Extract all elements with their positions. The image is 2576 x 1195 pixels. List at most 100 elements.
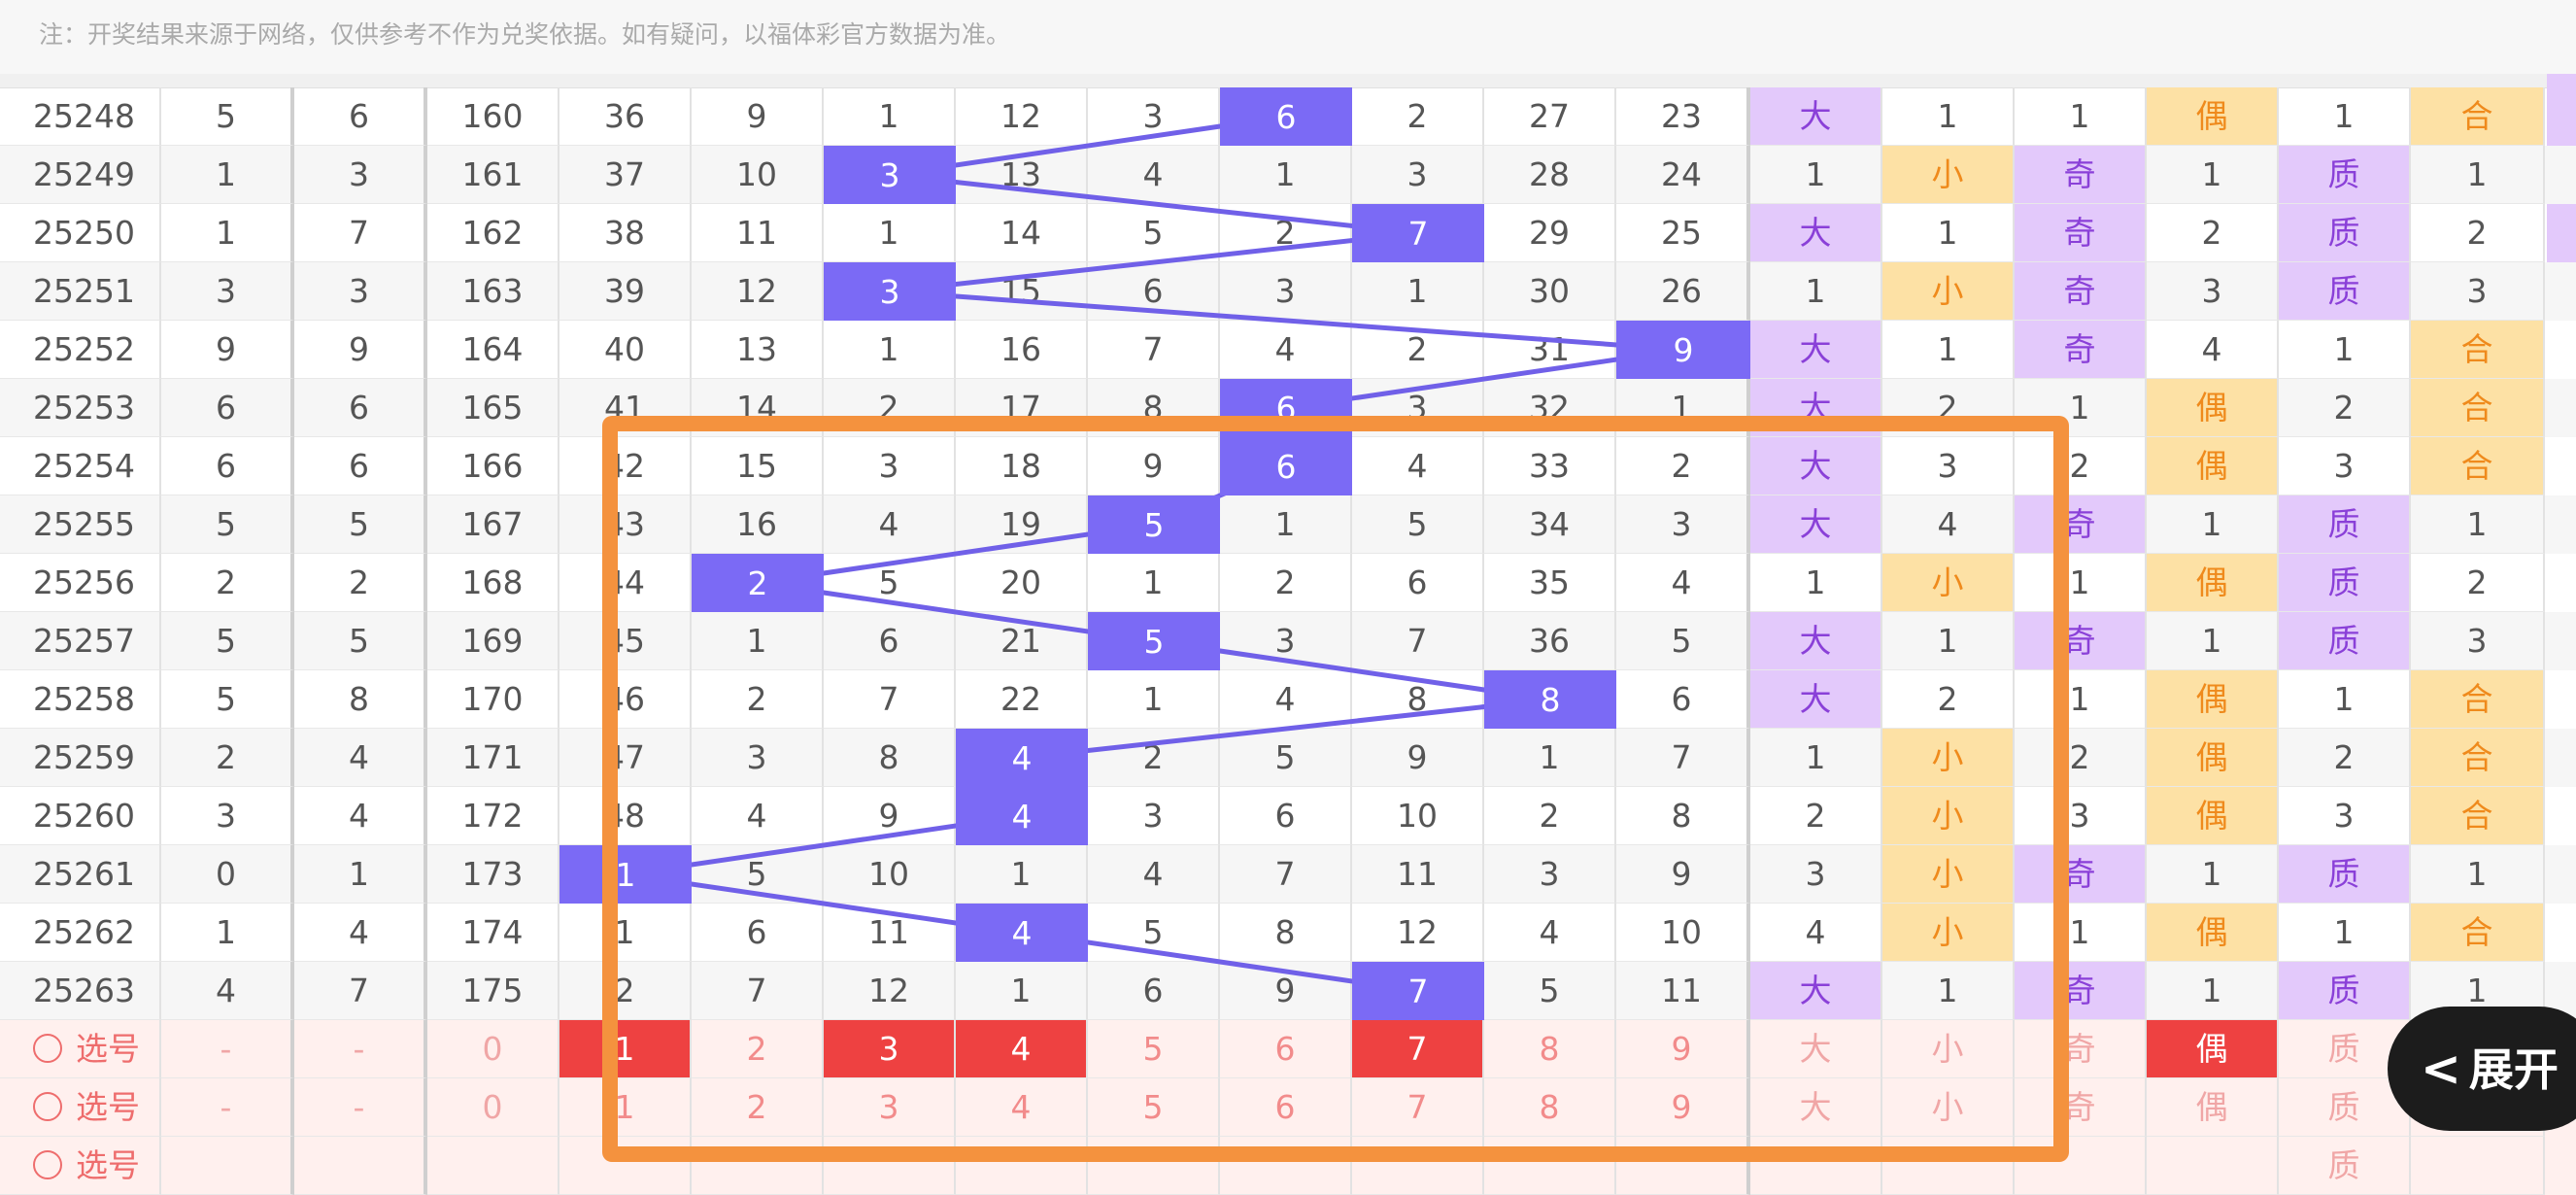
select-number-button[interactable]: 3 [824, 1020, 956, 1078]
select-number-button[interactable]: 8 [1484, 1078, 1616, 1137]
miss-value-cell: 8 [824, 729, 956, 787]
select-number-button[interactable]: 1 [559, 1078, 692, 1137]
miss-value-cell: 8 [1088, 379, 1220, 437]
select-number-button[interactable] [1352, 1137, 1484, 1195]
stat-cell: 1 [2147, 962, 2279, 1020]
select-stat-button[interactable]: 小 [1882, 1078, 2015, 1137]
miss-value-cell: 9 [692, 87, 824, 146]
stat-cell: 1 [2279, 321, 2411, 379]
hit-number-cell: 7 [1352, 204, 1484, 262]
select-number-button[interactable]: 2 [692, 1078, 824, 1137]
select-label-cell[interactable]: 选号 [0, 1078, 161, 1137]
select-stat-button[interactable]: 奇 [2015, 1078, 2147, 1137]
miss-count-cell: 174 [427, 904, 559, 962]
select-number-button[interactable] [956, 1137, 1088, 1195]
select-number-button[interactable]: 4 [956, 1078, 1088, 1137]
miss-value-cell: 1 [1484, 729, 1616, 787]
select-stat-button[interactable]: 质 [2279, 1137, 2411, 1195]
select-number-button[interactable] [692, 1137, 824, 1195]
select-number-button[interactable] [1220, 1137, 1352, 1195]
select-number-button[interactable] [1616, 1137, 1750, 1195]
select-number-button[interactable]: 6 [1220, 1020, 1352, 1078]
stat-cell: 3 [2411, 262, 2545, 321]
select-number-button[interactable]: 2 [692, 1020, 824, 1078]
select-stat-button[interactable]: 小 [1882, 1020, 2015, 1078]
miss-value-cell: 42 [559, 437, 692, 495]
select-dash-cell [294, 1137, 427, 1195]
tail-cell: 7 [294, 962, 427, 1020]
miss-value-cell: 4 [1484, 904, 1616, 962]
select-stat-button[interactable] [2147, 1137, 2279, 1195]
miss-value-cell: 5 [692, 845, 824, 904]
select-number-button[interactable]: 5 [1088, 1020, 1220, 1078]
select-stat-button[interactable]: 大 [1750, 1078, 1882, 1137]
select-number-button[interactable]: 5 [1088, 1078, 1220, 1137]
sum-tail-cell: 1 [161, 146, 294, 204]
select-row[interactable]: 选号 质 [0, 1137, 2576, 1195]
miss-value-cell: 7 [692, 962, 824, 1020]
stat-cell: 1 [2411, 845, 2545, 904]
sum-tail-cell: 3 [161, 787, 294, 845]
miss-value-cell: 6 [1088, 962, 1220, 1020]
miss-count-cell: 169 [427, 612, 559, 670]
select-number-button[interactable]: 3 [824, 1078, 956, 1137]
table-row: 25262 1 4 174 1 6 11 4 5 8 12 4 10 4 小 1 偶 1 合 [0, 904, 2576, 962]
select-number-button[interactable]: 7 [1352, 1020, 1484, 1078]
stat-cell: 2 [1882, 670, 2015, 729]
miss-value-cell: 29 [1484, 204, 1616, 262]
select-row[interactable]: 选号 - -0 1 2 3 4 5 6 7 8 9 大小奇偶质 [0, 1078, 2576, 1137]
miss-value-cell: 12 [824, 962, 956, 1020]
radio-circle-icon[interactable] [33, 1091, 62, 1121]
select-number-button[interactable] [824, 1137, 956, 1195]
select-number-button[interactable] [1088, 1137, 1220, 1195]
stat-cell: 合 [2411, 379, 2545, 437]
select-row[interactable]: 选号 - -0 1 2 3 4 5 6 7 8 9 大小奇偶质 [0, 1020, 2576, 1078]
select-stat-button[interactable] [1882, 1137, 2015, 1195]
select-number-button[interactable]: 4 [956, 1020, 1088, 1078]
sum-tail-cell: 5 [161, 612, 294, 670]
period-cell: 25253 [0, 379, 161, 437]
select-stat-button[interactable] [1750, 1137, 1882, 1195]
miss-value-cell: 34 [1484, 495, 1616, 554]
stat-cell: 1 [2411, 495, 2545, 554]
select-number-button[interactable]: 9 [1616, 1020, 1750, 1078]
tail-cell: 6 [294, 87, 427, 146]
radio-circle-icon[interactable] [33, 1033, 62, 1063]
select-stat-button[interactable]: 偶 [2147, 1078, 2279, 1137]
select-number-button[interactable]: 6 [1220, 1078, 1352, 1137]
select-dash-cell: - [161, 1078, 294, 1137]
miss-value-cell: 9 [1088, 437, 1220, 495]
select-stat-button[interactable]: 偶 [2147, 1020, 2279, 1078]
select-stat-button[interactable] [2015, 1137, 2147, 1195]
select-number-button[interactable]: 8 [1484, 1020, 1616, 1078]
sum-tail-cell: 5 [161, 87, 294, 146]
select-number-button[interactable]: 7 [1352, 1078, 1484, 1137]
stat-cell: 大 [1750, 204, 1882, 262]
miss-count-cell: 172 [427, 787, 559, 845]
miss-value-cell: 1 [1352, 262, 1484, 321]
select-number-button[interactable]: 1 [559, 1020, 692, 1078]
select-stat-button[interactable]: 奇 [2015, 1020, 2147, 1078]
select-stat-button[interactable]: 大 [1750, 1020, 1882, 1078]
radio-circle-icon[interactable] [33, 1149, 62, 1179]
stat-cell: 小 [1882, 787, 2015, 845]
miss-value-cell: 4 [1088, 146, 1220, 204]
select-stat-button[interactable] [2411, 1137, 2545, 1195]
stat-cell: 1 [1882, 962, 2015, 1020]
miss-value-cell: 1 [1220, 146, 1352, 204]
tail-cell: 3 [294, 146, 427, 204]
miss-value-cell: 9 [1352, 729, 1484, 787]
miss-value-cell: 10 [1616, 904, 1750, 962]
select-number-button[interactable] [559, 1137, 692, 1195]
select-label-cell[interactable]: 选号 [0, 1020, 161, 1078]
stat-cell: 2 [2411, 204, 2545, 262]
select-number-button[interactable]: 9 [1616, 1078, 1750, 1137]
period-cell: 25252 [0, 321, 161, 379]
stat-cell: 小 [1882, 146, 2015, 204]
stat-cell: 2 [1882, 379, 2015, 437]
select-label-cell[interactable]: 选号 [0, 1137, 161, 1195]
miss-value-cell: 1 [1088, 670, 1220, 729]
select-number-button[interactable] [1484, 1137, 1616, 1195]
expand-button[interactable]: < 展开 [2388, 1007, 2576, 1131]
table-row: 25250 1 7 162 38 11 1 14 5 2 7 29 25 大 1 奇 2 质 2 [0, 204, 2576, 262]
